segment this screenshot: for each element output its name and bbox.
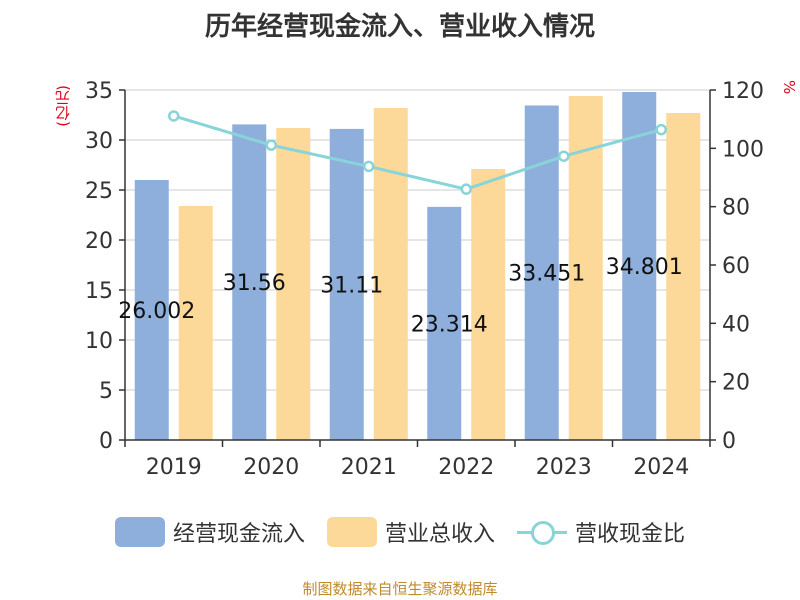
bar-cash-inflow bbox=[232, 124, 267, 441]
right-axis-tick-label: 80 bbox=[722, 196, 750, 221]
left-axis-tick-label: 35 bbox=[85, 79, 113, 104]
left-axis-tick-label: 0 bbox=[99, 429, 113, 454]
left-axis-tick-label: 20 bbox=[85, 229, 113, 254]
x-axis-tick-label: 2023 bbox=[536, 455, 592, 480]
bar-revenue bbox=[178, 206, 213, 440]
legend-label-cash-inflow: 经营现金流入 bbox=[172, 522, 305, 547]
bar-revenue bbox=[373, 108, 408, 440]
data-label-cash-inflow: 31.11 bbox=[320, 273, 383, 298]
data-label-cash-inflow: 26.002 bbox=[118, 299, 195, 324]
line-cash-ratio bbox=[173, 114, 662, 191]
right-axis-tick-label: 120 bbox=[722, 79, 764, 104]
x-axis-tick-label: 2024 bbox=[633, 455, 689, 480]
legend-label-cash-ratio: 营收现金比 bbox=[575, 522, 686, 547]
right-axis-tick-label: 60 bbox=[722, 254, 750, 279]
point-cash-ratio bbox=[265, 139, 277, 151]
left-axis-tick-label: 10 bbox=[85, 329, 113, 354]
point-cash-ratio bbox=[558, 150, 570, 162]
data-label-cash-inflow: 23.314 bbox=[411, 312, 488, 337]
x-axis-tick-label: 2020 bbox=[243, 455, 299, 480]
left-axis-tick-label: 25 bbox=[85, 179, 113, 204]
data-label-cash-inflow: 33.451 bbox=[508, 262, 585, 287]
legend-label-revenue: 营业总收入 bbox=[384, 522, 495, 547]
point-cash-ratio bbox=[363, 160, 375, 173]
legend-swatch-cash-ratio bbox=[517, 517, 567, 547]
point-cash-ratio bbox=[460, 183, 472, 195]
point-cash-ratio bbox=[168, 110, 180, 122]
legend: 经营现金流入 营业总收入 营收现金比 bbox=[0, 516, 800, 548]
right-axis-tick-label: 0 bbox=[722, 429, 736, 454]
legend-item-cash-ratio[interactable]: 营收现金比 bbox=[517, 516, 685, 548]
data-source-note: 制图数据来自恒生聚源数据库 bbox=[302, 580, 498, 598]
bar-cash-inflow bbox=[134, 179, 169, 441]
data-label-cash-inflow: 34.801 bbox=[606, 255, 683, 280]
x-axis-tick-label: 2022 bbox=[438, 455, 494, 480]
point-cash-ratio bbox=[655, 123, 667, 136]
bar-cash-inflow bbox=[329, 128, 364, 440]
legend-item-revenue[interactable]: 营业总收入 bbox=[326, 516, 495, 548]
legend-item-cash-inflow[interactable]: 经营现金流入 bbox=[114, 516, 305, 548]
left-axis-tick-label: 5 bbox=[99, 379, 113, 404]
bar-revenue bbox=[276, 128, 311, 440]
right-axis-unit: % bbox=[780, 80, 798, 95]
bar-cash-inflow bbox=[622, 91, 657, 441]
bar-cash-inflow bbox=[427, 206, 462, 440]
left-axis-tick-label: 15 bbox=[85, 279, 113, 304]
right-axis-tick-label: 100 bbox=[722, 137, 764, 162]
x-axis-tick-label: 2019 bbox=[146, 455, 202, 480]
bar-revenue bbox=[666, 113, 701, 440]
legend-swatch-revenue bbox=[326, 517, 377, 547]
legend-swatch-cash-inflow bbox=[114, 517, 165, 547]
right-axis-tick-label: 40 bbox=[722, 312, 750, 337]
x-axis-tick-label: 2021 bbox=[341, 455, 397, 480]
left-axis-tick-label: 30 bbox=[85, 129, 113, 154]
chart-title: 历年经营现金流入、营业收入情况 bbox=[204, 12, 595, 42]
data-label-cash-inflow: 31.56 bbox=[223, 271, 286, 296]
right-axis-tick-label: 20 bbox=[722, 371, 750, 396]
bar-revenue bbox=[471, 169, 506, 440]
